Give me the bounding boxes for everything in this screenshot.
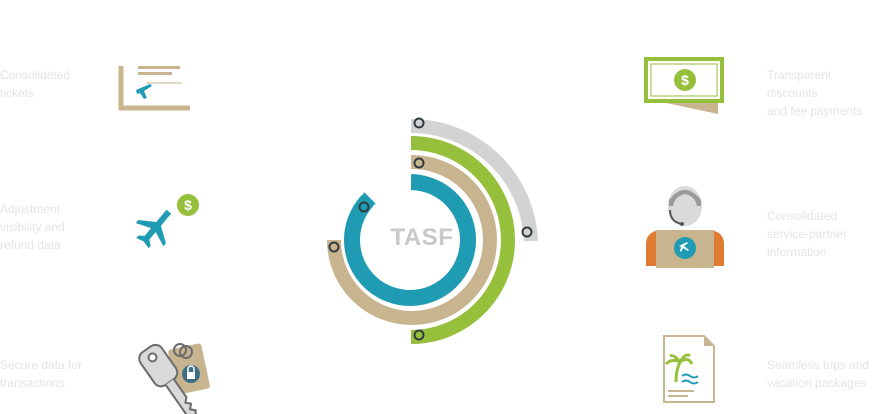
svg-text:$: $: [681, 72, 689, 88]
center-logo-text: TASF: [390, 224, 454, 251]
ticket-icon: [118, 66, 190, 111]
ring-node: [413, 329, 425, 341]
label-consolidated-tickets: Consolidated tickets: [0, 68, 71, 100]
label-seamless-trips: Seamless trips and vacation packages: [767, 358, 870, 390]
ring-arc-teal: [344, 174, 476, 306]
key-lock-icon: [138, 343, 210, 414]
vacation-document-icon: [663, 335, 715, 403]
ring-arc-tan: [327, 154, 497, 325]
ring-arc-gray: [410, 118, 538, 242]
ring-node: [521, 226, 533, 238]
ring-node: [358, 201, 370, 213]
ring-node: [413, 117, 425, 129]
airplane-dollar-icon: $: [135, 194, 199, 249]
svg-text:$: $: [184, 197, 192, 213]
label-service-partner: Consolidated service-partner information: [767, 209, 848, 259]
ring-diagram: [327, 117, 538, 344]
ring-arc-green: [410, 136, 515, 344]
label-transparent-discounts: Transparent discounts and fee payments: [767, 68, 863, 118]
label-adjustment-visibility: Adjustment visibility and refund data: [0, 202, 65, 252]
dollar-bill-icon: $: [644, 57, 724, 114]
ring-arc-teal-tip: [358, 192, 376, 210]
label-secure-data: Secure data for transactions: [0, 358, 83, 390]
ring-node: [328, 241, 340, 253]
ring-node: [413, 157, 425, 169]
travel-agent-icon: [646, 186, 724, 268]
